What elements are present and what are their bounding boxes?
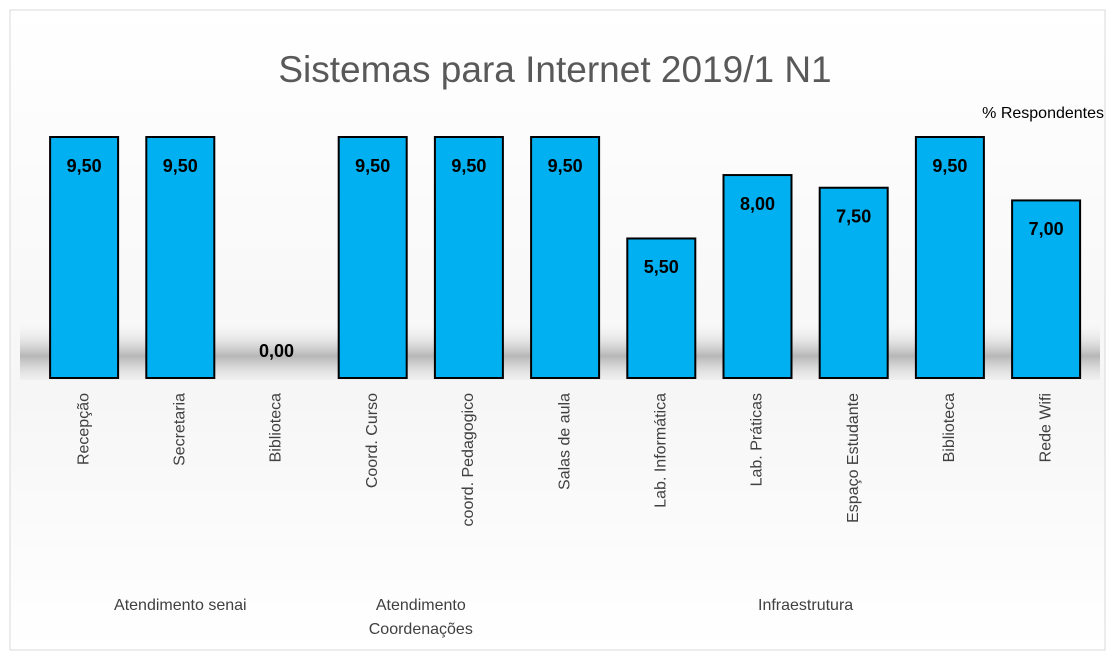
value-label: 7,50 — [836, 206, 871, 226]
bar — [722, 174, 793, 379]
value-label: 9,50 — [67, 156, 102, 176]
x-tick-label: Recepção — [75, 393, 92, 465]
bar — [337, 136, 408, 379]
bar — [818, 186, 889, 379]
value-label: 9,50 — [355, 156, 390, 176]
x-tick-label: Biblioteca — [941, 393, 958, 462]
bar — [49, 136, 120, 379]
bar — [433, 136, 504, 379]
x-tick-label: Rede Wifi — [1037, 393, 1054, 462]
value-label: 7,00 — [1029, 219, 1064, 239]
bar — [626, 237, 697, 379]
value-label: 9,50 — [932, 156, 967, 176]
value-label: 8,00 — [740, 194, 775, 214]
x-tick-label: Biblioteca — [268, 393, 285, 462]
bar — [914, 136, 985, 379]
bar — [530, 136, 601, 379]
group-label: Atendimento senai — [114, 597, 247, 614]
group-label: Atendimento Coordenações — [368, 597, 473, 638]
x-tick-label: Espaço Estudante — [845, 393, 862, 523]
x-tick-label: Salas de aula — [556, 393, 573, 490]
x-tick-label: Coord. Curso — [364, 393, 381, 488]
value-label: 9,50 — [163, 156, 198, 176]
bar — [1011, 199, 1082, 379]
x-tick-label: Lab. Práticas — [749, 393, 766, 486]
subtitle: % Respondentes — [982, 105, 1104, 122]
x-tick-label: Lab. Informática — [653, 393, 670, 508]
x-tick-label: Secretaria — [172, 393, 189, 466]
x-tick-label: coord. Pedagogico — [460, 393, 477, 527]
chart-title: Sistemas para Internet 2019/1 N1 — [278, 49, 831, 90]
value-label: 9,50 — [451, 156, 486, 176]
value-label: 0,00 — [259, 341, 294, 361]
value-label: 9,50 — [548, 156, 583, 176]
bar — [145, 136, 216, 379]
group-label: Infraestrutura — [758, 597, 854, 614]
value-label: 5,50 — [644, 257, 679, 277]
